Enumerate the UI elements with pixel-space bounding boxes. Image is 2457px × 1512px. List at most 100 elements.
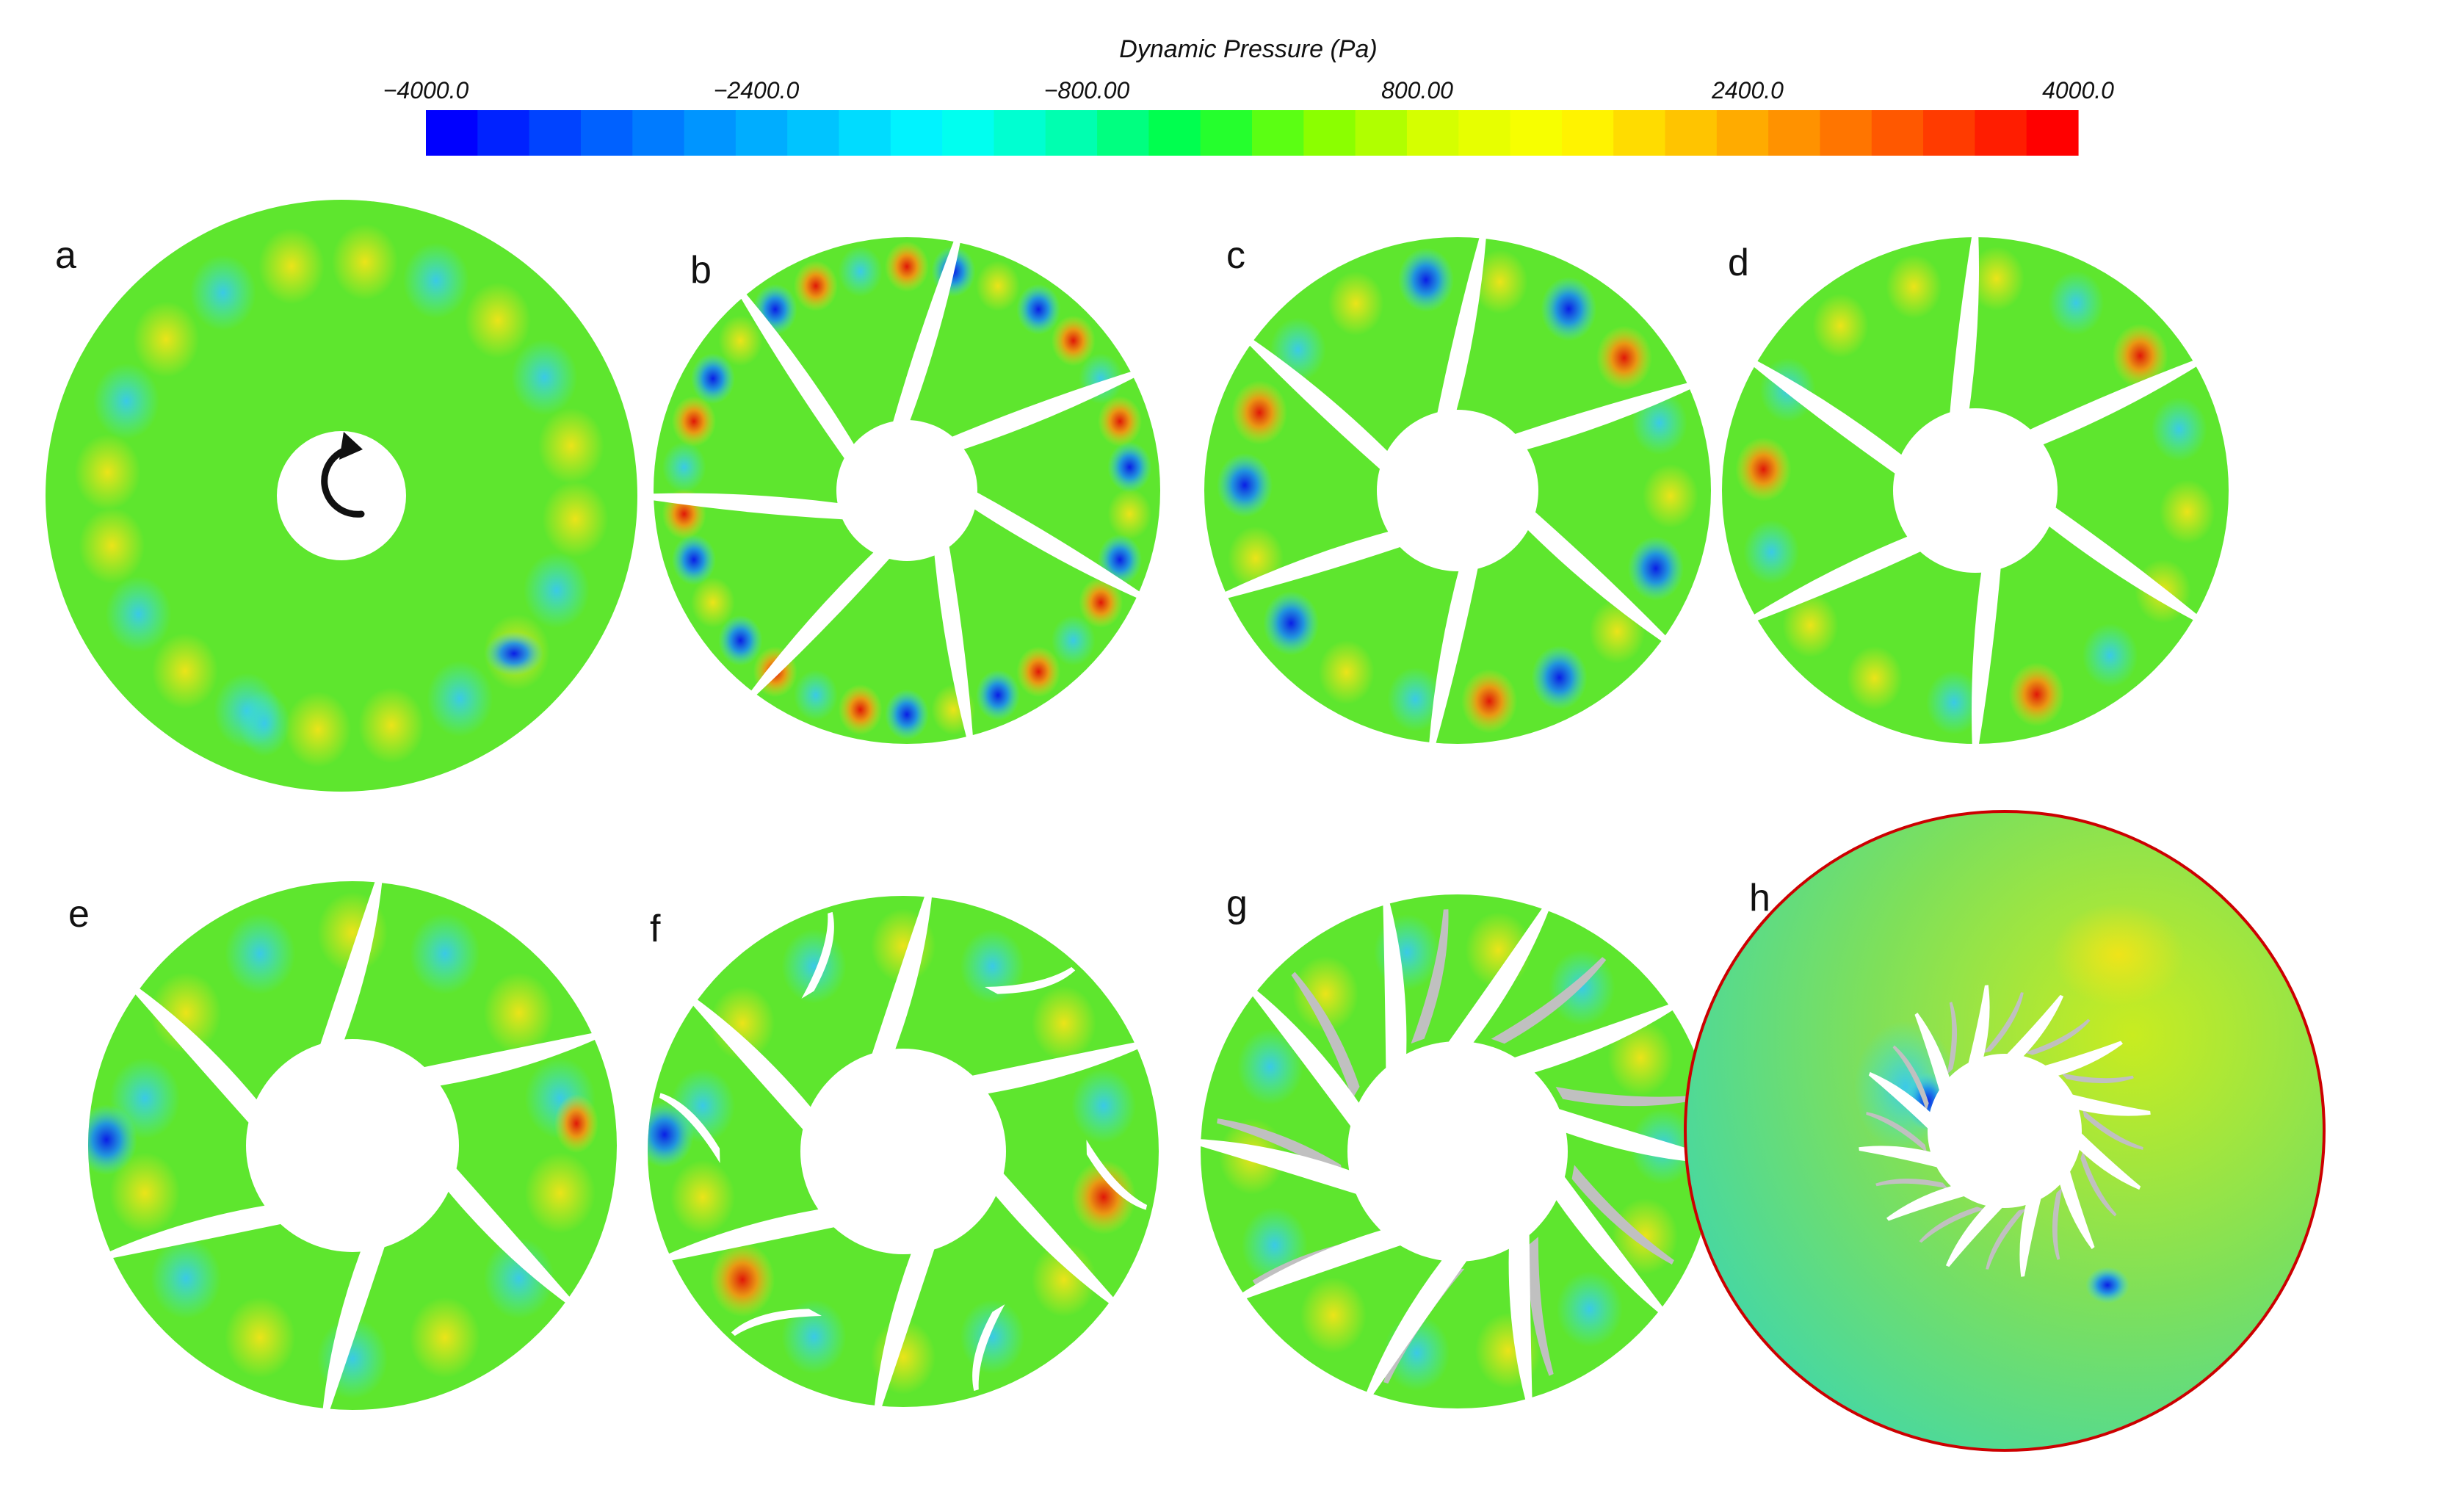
impeller-blade xyxy=(952,1041,1143,1096)
pressure-blob xyxy=(1237,1028,1303,1105)
pressure-blob xyxy=(358,687,425,764)
colorbar-cell xyxy=(1871,110,1924,156)
pressure-blob xyxy=(1968,246,2024,311)
pressure-blob xyxy=(152,633,219,709)
impeller-hub xyxy=(1377,410,1538,571)
pressure-blob xyxy=(1397,247,1454,312)
colorbar-cell xyxy=(1200,110,1253,156)
pressure-blob xyxy=(1328,271,1384,336)
pressure-blob xyxy=(1596,325,1652,391)
guide-vane xyxy=(1527,1237,1554,1376)
impeller-blade xyxy=(1428,555,1481,747)
panel-e xyxy=(88,878,617,1413)
colorbar-tick-label: 800.00 xyxy=(1381,77,1453,104)
panel-b xyxy=(650,237,1160,744)
panel-label-d: d xyxy=(1728,242,1749,284)
colorbar-cell xyxy=(1613,110,1666,156)
impeller-blade xyxy=(133,986,268,1138)
guide-vane xyxy=(984,966,1076,994)
guide-vane xyxy=(972,1304,1005,1392)
pressure-blob xyxy=(1098,396,1143,447)
impeller-blade xyxy=(650,493,855,521)
guide-vane xyxy=(1217,1118,1344,1179)
pressure-blob xyxy=(402,242,469,319)
impeller-blade xyxy=(2069,1121,2141,1190)
colorbar-cell xyxy=(890,110,943,156)
pressure-blob xyxy=(1079,577,1123,628)
guide-vane xyxy=(1555,1086,1695,1107)
pressure-blob xyxy=(793,260,838,311)
panel-c xyxy=(1204,234,1711,747)
impeller-blade xyxy=(1222,528,1414,599)
pressure-blob xyxy=(2151,397,2207,462)
pressure-blob xyxy=(285,691,352,768)
impeller-blade xyxy=(1537,1102,1718,1164)
impeller-blade xyxy=(1995,994,2064,1066)
pressure-blob xyxy=(1016,646,1061,698)
pressure-blob xyxy=(239,690,290,756)
colorbar-cell xyxy=(1458,110,1511,156)
impeller-blade xyxy=(2056,1090,2151,1116)
pressure-blob xyxy=(464,282,531,358)
pressure-blob xyxy=(690,577,735,628)
impeller-blade xyxy=(1948,234,1980,426)
guide-vane xyxy=(1411,909,1449,1044)
impeller-hub xyxy=(246,1039,459,1252)
colorbar-cell xyxy=(1975,110,2027,156)
pressure-blob xyxy=(648,1102,694,1168)
impeller-blade xyxy=(2056,1155,2095,1249)
panel-g xyxy=(1197,894,1718,1408)
pressure-blob xyxy=(1016,283,1061,335)
guide-vane xyxy=(1919,1207,1985,1243)
pressure-blob xyxy=(524,1152,596,1234)
pressure-blob xyxy=(1812,293,1869,358)
colorbar-cell xyxy=(426,110,478,156)
pressure-blob xyxy=(976,670,1021,721)
pressure-blob xyxy=(1031,985,1096,1061)
pressure-blob xyxy=(718,315,763,366)
pressure-blob xyxy=(718,615,763,666)
pressure-blob xyxy=(1387,667,1444,731)
impeller-blade xyxy=(1197,1139,1378,1201)
casing-outline xyxy=(1684,810,2326,1452)
pressure-blob xyxy=(105,576,172,653)
impeller-blade xyxy=(664,1207,854,1262)
panel-label-h: h xyxy=(1749,877,1770,919)
guide-vane xyxy=(1986,1208,2027,1270)
colorbar-cell xyxy=(1665,110,1718,156)
guide-vane xyxy=(1491,957,1607,1044)
guide-vane xyxy=(801,911,834,999)
pressure-blob xyxy=(1071,1160,1136,1234)
panel-f xyxy=(648,891,1159,1411)
impeller-blade xyxy=(1914,1013,1953,1107)
pressure-blob xyxy=(1541,276,1597,341)
impeller-blade xyxy=(866,891,933,1073)
panel-label-g: g xyxy=(1226,883,1248,925)
pressure-blob xyxy=(1300,1277,1367,1353)
pressure-blob xyxy=(409,913,480,994)
impeller-blade xyxy=(1493,1003,1676,1078)
colorbar-scale xyxy=(426,110,2079,156)
guide-vane xyxy=(1383,1268,1465,1384)
colorbar-cell xyxy=(477,110,530,156)
impeller-blade xyxy=(749,544,898,698)
impeller-blade xyxy=(933,535,974,741)
pressure-blob xyxy=(511,339,578,416)
pressure-blob xyxy=(133,301,200,377)
guide-vane xyxy=(1571,1165,1674,1265)
pressure-blob xyxy=(976,260,1021,311)
colorbar-cell xyxy=(1406,110,1459,156)
pressure-blob xyxy=(1531,645,1588,710)
impeller-hub xyxy=(1347,1041,1568,1262)
colorbar: Dynamic Pressure (Pa) −4000.0 −2400.0 −800… xyxy=(383,35,2114,156)
panel-label-a: a xyxy=(55,234,76,277)
colorbar-cell xyxy=(1303,110,1356,156)
pressure-blob xyxy=(88,1104,137,1175)
pressure-blob xyxy=(483,972,554,1054)
colorbar-cell xyxy=(942,110,995,156)
pressure-blob xyxy=(1071,1068,1136,1143)
guide-vane xyxy=(2082,1109,2143,1150)
colorbar-cell xyxy=(787,110,840,156)
colorbar-cell xyxy=(1561,110,1614,156)
